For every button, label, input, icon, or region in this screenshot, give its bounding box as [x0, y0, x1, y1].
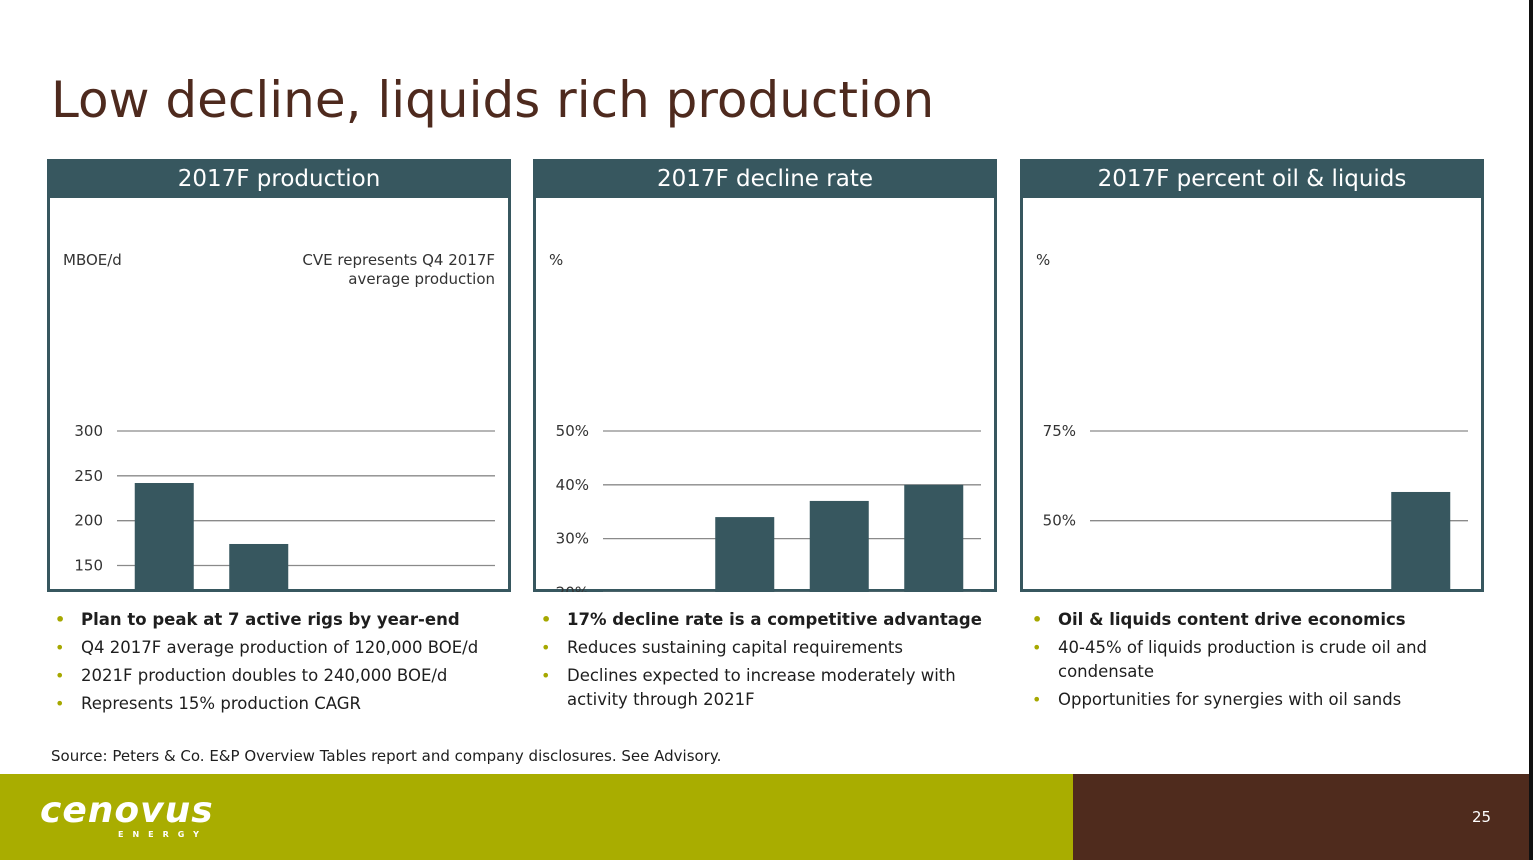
- source-note: Source: Peters & Co. E&P Overview Tables…: [51, 747, 722, 765]
- y-tick-label: 250: [74, 467, 103, 485]
- bullet-lead: Plan to peak at 7 active rigs by year-en…: [51, 608, 526, 632]
- y-tick-label: 40%: [556, 476, 589, 494]
- footer-band-brown: [1073, 774, 1533, 860]
- bar-tou: [134, 483, 194, 592]
- y-tick-label: 300: [74, 422, 103, 440]
- page-number: 25: [1472, 808, 1492, 826]
- bullet-lead: Oil & liquids content drive economics: [1028, 608, 1468, 632]
- bar-vii: [229, 543, 289, 592]
- cenovus-logo: cenovus: [40, 790, 214, 831]
- bar-pey: [809, 500, 869, 592]
- oil-liquids-bar-chart: %0%25%50%75%PEYTOUCVEVII: [1036, 251, 1468, 592]
- y-tick-label: 30%: [556, 530, 589, 548]
- bar-tou: [715, 517, 775, 592]
- y-axis-unit-label: %: [1036, 251, 1050, 269]
- bullet-item: Opportunities for synergies with oil san…: [1028, 688, 1468, 712]
- bullet-item: 2021F production doubles to 240,000 BOE/…: [51, 664, 526, 688]
- oil-liquids-chart-title: 2017F percent oil & liquids: [1020, 159, 1484, 198]
- y-tick-label: 50%: [556, 422, 589, 440]
- production-chart-title: 2017F production: [47, 159, 511, 198]
- production-chart-frame: [47, 198, 511, 592]
- oil-liquids-chart-panel: 2017F percent oil & liquids %0%25%50%75%…: [1020, 159, 1484, 592]
- y-axis-unit-label: %: [549, 251, 563, 269]
- y-tick-label: 50%: [1043, 512, 1076, 530]
- bullet-item: Reduces sustaining capital requirements: [537, 636, 1012, 660]
- y-tick-label: 150: [74, 557, 103, 575]
- y-tick-label: 200: [74, 512, 103, 530]
- chart-annotation: average production: [348, 270, 495, 288]
- cenovus-logo-subtitle: ENERGY: [118, 830, 208, 839]
- bar-vii: [1391, 491, 1451, 592]
- y-tick-label: 20%: [556, 583, 589, 592]
- bullet-lead: 17% decline rate is a competitive advant…: [537, 608, 1012, 632]
- y-axis-unit-label: MBOE/d: [63, 251, 122, 269]
- bullet-item: Q4 2017F average production of 120,000 B…: [51, 636, 526, 660]
- chart-annotation: CVE represents Q4 2017F: [302, 251, 495, 269]
- decline-rate-chart-panel: 2017F decline rate %0%10%20%30%40%50%CVE…: [533, 159, 997, 592]
- y-tick-label: 75%: [1043, 422, 1076, 440]
- bullet-item: 40-45% of liquids production is crude oi…: [1028, 636, 1468, 684]
- bullet-item: Declines expected to increase moderately…: [537, 664, 1012, 712]
- decline-rate-bar-chart: %0%10%20%30%40%50%CVETOUPEYVII: [549, 251, 981, 592]
- decline-rate-chart-title: 2017F decline rate: [533, 159, 997, 198]
- bullets-decline-rate: 17% decline rate is a competitive advant…: [537, 608, 1012, 716]
- bullet-item: Represents 15% production CAGR: [51, 692, 526, 716]
- bullets-oil-liquids: Oil & liquids content drive economics 40…: [1028, 608, 1468, 716]
- right-edge-bar: [1529, 0, 1533, 860]
- bar-vii: [904, 484, 964, 592]
- production-chart-panel: 2017F production MBOE/d CVE represents Q4…: [47, 159, 511, 592]
- page-title: Low decline, liquids rich production: [51, 71, 935, 129]
- footer-band-green: [0, 774, 1073, 860]
- bullets-production: Plan to peak at 7 active rigs by year-en…: [51, 608, 526, 720]
